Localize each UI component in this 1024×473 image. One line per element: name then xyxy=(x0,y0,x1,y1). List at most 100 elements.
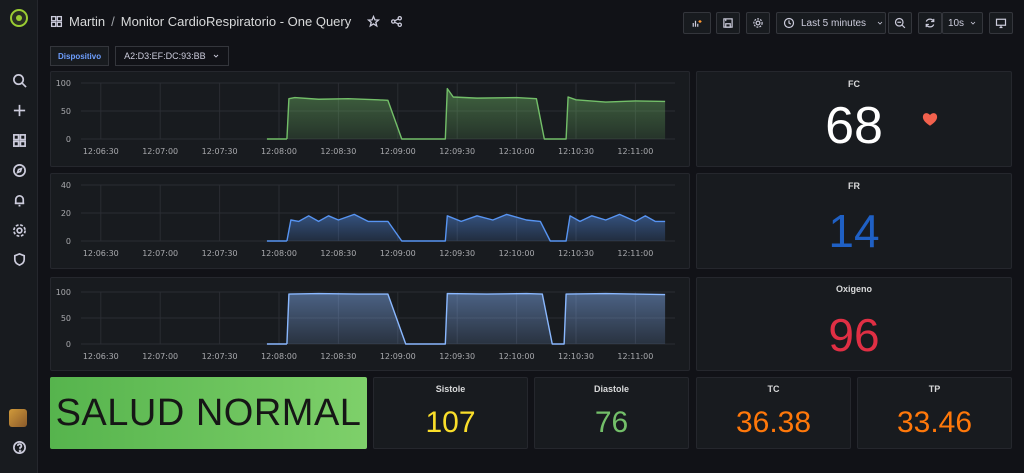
x-tick-label: 12:11:00 xyxy=(617,147,653,156)
series-area xyxy=(286,88,666,139)
chevron-down-icon xyxy=(213,54,218,58)
oxigeno-timeseries-panel[interactable]: 12:06:30 12:07:00 12:07:30 12:08:00 12:08:30… xyxy=(50,277,690,371)
variable-label: Dispositivo xyxy=(50,46,110,66)
zoom-out-button[interactable] xyxy=(888,12,912,34)
x-tick-label: 12:08:00 xyxy=(261,147,297,156)
series-area xyxy=(286,293,666,344)
add-panel-button[interactable] xyxy=(683,12,711,34)
settings-icon xyxy=(753,18,763,28)
oxigeno-timeseries-chart[interactable]: 12:06:30 12:07:00 12:07:30 12:08:00 12:08:30… xyxy=(51,278,691,372)
heart-icon xyxy=(922,113,938,126)
x-tick-label: 12:11:00 xyxy=(617,352,653,361)
tp-stat-panel[interactable]: TP 33.46 xyxy=(857,377,1012,449)
x-tick-label: 12:07:00 xyxy=(142,352,178,361)
y-tick-label: 100 xyxy=(56,79,71,88)
x-tick-label: 12:10:30 xyxy=(558,352,594,361)
help-icon[interactable] xyxy=(9,437,29,457)
x-tick-label: 12:07:30 xyxy=(202,352,238,361)
fc-stat-value: 68 xyxy=(825,97,883,155)
clock-icon xyxy=(783,17,795,29)
variable-bar: Dispositivo A2:D3:EF:DC:93:BB xyxy=(50,46,229,66)
dashboards-icon xyxy=(50,15,63,28)
alerting-icon[interactable] xyxy=(9,190,29,210)
series-area xyxy=(286,214,666,241)
oxigeno-stat-panel[interactable]: Oxigeno 96 xyxy=(696,277,1012,371)
sistole-stat-panel[interactable]: Sistole 107 xyxy=(373,377,528,449)
fc-timeseries-panel[interactable]: 12:06:30 12:07:00 12:07:30 12:08:00 12:08:30… xyxy=(50,71,690,167)
zoom-out-icon xyxy=(894,17,906,29)
refresh-interval-picker[interactable]: 10s xyxy=(942,12,983,34)
x-tick-label: 12:09:30 xyxy=(439,352,475,361)
health-status-panel[interactable]: SALUD NORMAL xyxy=(50,377,367,449)
y-tick-label: 0 xyxy=(66,237,71,246)
chevron-down-icon xyxy=(877,21,883,25)
dashboards-icon[interactable] xyxy=(9,130,29,150)
save-button[interactable] xyxy=(716,12,740,34)
x-tick-label: 12:08:30 xyxy=(320,147,356,156)
chevron-down-icon xyxy=(970,21,976,25)
x-tick-label: 12:08:30 xyxy=(320,249,356,258)
oxigeno-stat-title: Oxigeno xyxy=(835,284,872,294)
fr-stat-value: 14 xyxy=(828,205,880,257)
refresh-button[interactable] xyxy=(918,12,942,34)
dashboard-settings-button[interactable] xyxy=(746,12,770,34)
time-range-label: Last 5 minutes xyxy=(801,17,867,29)
fc-timeseries-chart[interactable]: 12:06:30 12:07:00 12:07:30 12:08:00 12:08:30… xyxy=(51,72,691,168)
time-picker[interactable]: Last 5 minutes xyxy=(776,12,886,34)
diastole-stat-panel[interactable]: Diastole 76 xyxy=(534,377,689,449)
diastole-stat-title: Diastole xyxy=(593,384,629,394)
app-logo[interactable] xyxy=(10,9,28,27)
device-select[interactable]: A2:D3:EF:DC:93:BB xyxy=(115,46,229,66)
x-tick-label: 12:07:00 xyxy=(142,147,178,156)
explore-icon[interactable] xyxy=(9,160,29,180)
x-tick-label: 12:07:30 xyxy=(202,147,238,156)
x-tick-label: 12:06:30 xyxy=(83,249,119,258)
avatar[interactable] xyxy=(9,409,27,427)
tc-stat-panel[interactable]: TC 36.38 xyxy=(696,377,851,449)
y-tick-label: 0 xyxy=(66,135,71,144)
settings-icon[interactable] xyxy=(9,220,29,240)
tc-stat-title: TC xyxy=(767,384,780,394)
x-tick-label: 12:10:00 xyxy=(499,249,535,258)
x-tick-label: 12:11:00 xyxy=(617,249,653,258)
fr-stat-panel[interactable]: FR 14 xyxy=(696,173,1012,269)
tp-stat-title: TP xyxy=(928,384,941,394)
y-tick-label: 50 xyxy=(61,107,71,116)
fr-timeseries-panel[interactable]: 12:06:30 12:07:00 12:07:30 12:08:00 12:08:30… xyxy=(50,173,690,269)
x-tick-label: 12:10:30 xyxy=(558,147,594,156)
search-icon[interactable] xyxy=(9,70,29,90)
x-tick-label: 12:07:30 xyxy=(202,249,238,258)
share-icon[interactable] xyxy=(390,15,403,28)
sidebar xyxy=(0,0,38,473)
top-navbar: Martin / Monitor CardioRespiratorio - On… xyxy=(38,0,1024,44)
fc-stat-panel[interactable]: FC 68 xyxy=(696,71,1012,167)
add-panel-icon xyxy=(692,20,702,27)
breadcrumb: Martin / Monitor CardioRespiratorio - On… xyxy=(50,14,403,29)
refresh-icon xyxy=(925,18,935,28)
tp-stat-value: 33.46 xyxy=(896,406,973,439)
x-tick-label: 12:07:00 xyxy=(142,249,178,258)
save-icon xyxy=(723,18,733,28)
star-icon[interactable] xyxy=(367,15,381,28)
x-tick-label: 12:09:00 xyxy=(380,352,416,361)
y-tick-label: 40 xyxy=(61,181,71,190)
x-tick-label: 12:10:00 xyxy=(499,352,535,361)
fr-stat-title: FR xyxy=(848,181,860,191)
breadcrumb-folder[interactable]: Martin xyxy=(69,14,106,29)
health-status-text: SALUD NORMAL xyxy=(55,391,362,434)
x-tick-label: 12:08:00 xyxy=(261,249,297,258)
breadcrumb-separator: / xyxy=(111,14,115,29)
x-tick-label: 12:10:00 xyxy=(499,147,535,156)
refresh-interval-label: 10s xyxy=(947,17,965,29)
diastole-stat-value: 76 xyxy=(594,406,629,439)
fr-timeseries-chart[interactable]: 12:06:30 12:07:00 12:07:30 12:08:00 12:08:30… xyxy=(51,174,691,270)
y-tick-label: 0 xyxy=(66,340,71,349)
x-tick-label: 12:06:30 xyxy=(83,352,119,361)
x-tick-label: 12:06:30 xyxy=(83,147,119,156)
page-title[interactable]: Monitor CardioRespiratorio - One Query xyxy=(120,14,352,29)
plus-icon[interactable] xyxy=(9,100,29,120)
shield-icon[interactable] xyxy=(9,249,29,269)
x-tick-label: 12:09:30 xyxy=(439,147,475,156)
x-tick-label: 12:09:00 xyxy=(380,147,416,156)
tv-mode-button[interactable] xyxy=(989,12,1013,34)
